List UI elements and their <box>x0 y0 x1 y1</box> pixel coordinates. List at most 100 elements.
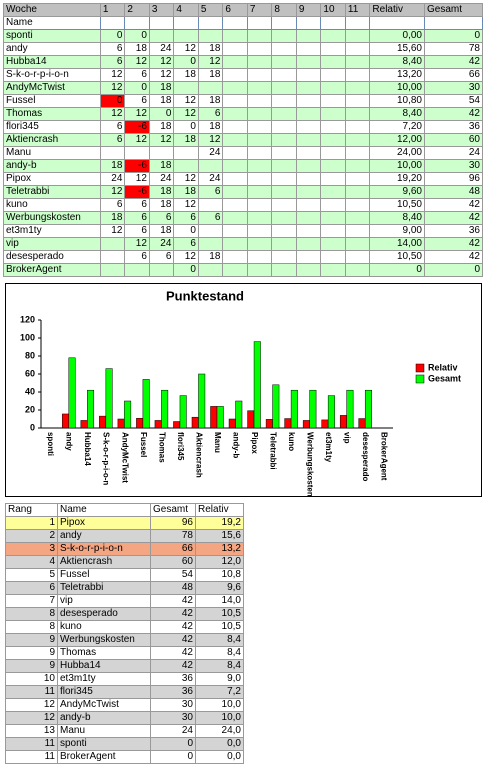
x-tick-label: Werbungskosten <box>306 432 315 497</box>
relativ: 10,80 <box>369 94 425 108</box>
player-row: Fussel 0 6 18 12 18 10,80 54 <box>3 94 484 108</box>
week-score: 6 <box>124 211 150 225</box>
week-score <box>320 159 346 173</box>
gesamt: 42 <box>150 607 196 621</box>
empty-cell <box>148 16 175 30</box>
week-score: 12 <box>99 185 126 199</box>
week-score <box>295 172 322 186</box>
column-header: Rang <box>5 503 58 517</box>
week-score <box>344 29 371 43</box>
week-score <box>246 94 273 108</box>
name: Aktiencrash <box>57 555 151 569</box>
name: andy-b <box>57 711 151 725</box>
week-score: 12 <box>99 81 126 95</box>
name: Thomas <box>57 646 151 660</box>
week-score <box>246 81 273 95</box>
week-score: 0 <box>124 29 150 43</box>
column-header: 7 <box>246 3 273 17</box>
week-score: 6 <box>197 185 224 199</box>
week-score <box>222 42 248 56</box>
week-score <box>197 224 224 238</box>
week-score: 6 <box>148 211 175 225</box>
week-score <box>173 81 199 95</box>
relativ: 8,40 <box>369 55 425 69</box>
week-score <box>320 263 346 277</box>
week-score <box>295 250 322 264</box>
empty-cell <box>423 16 484 30</box>
week-score <box>271 198 297 212</box>
column-header: 8 <box>271 3 297 17</box>
x-tick-label: Thomas <box>157 432 166 463</box>
week-score <box>271 159 297 173</box>
week-score <box>344 146 371 160</box>
week-score <box>124 263 150 277</box>
relativ: 8,4 <box>195 633 244 647</box>
week-score <box>295 224 322 238</box>
column-header: 1 <box>99 3 126 17</box>
week-score: 0 <box>99 29 126 43</box>
week-score: 18 <box>148 120 175 134</box>
rank: 7 <box>5 594 58 608</box>
week-score: 0 <box>173 55 199 69</box>
gesamt: 30 <box>150 698 196 712</box>
x-tick-label: AndyMcTwist <box>120 432 129 483</box>
week-score <box>320 250 346 264</box>
rank: 1 <box>5 516 58 530</box>
player-name: sponti <box>3 29 101 43</box>
gesamt: 96 <box>150 516 196 530</box>
relativ: 8,40 <box>369 211 425 225</box>
week-score: 12 <box>173 94 199 108</box>
player-name: Aktiencrash <box>3 133 101 147</box>
rank: 6 <box>5 581 58 595</box>
bar <box>327 395 335 429</box>
legend-swatch <box>415 374 425 384</box>
gesamt: 0 <box>150 737 196 751</box>
week-score: -6 <box>124 185 150 199</box>
week-score <box>246 107 273 121</box>
name: kuno <box>57 620 151 634</box>
week-score <box>344 81 371 95</box>
player-name: andy-b <box>3 159 101 173</box>
y-tick-label: 60 <box>25 368 35 378</box>
player-row: Pipox 24 12 24 12 24 19,20 96 <box>3 172 484 186</box>
x-tick-label: Aktiencrash <box>194 432 203 478</box>
week-score: 6 <box>197 107 224 121</box>
week-score: 12 <box>197 55 224 69</box>
week-score <box>320 211 346 225</box>
column-header: Gesamt <box>423 3 484 17</box>
week-score <box>271 94 297 108</box>
week-score: 6 <box>99 133 126 147</box>
week-score <box>320 133 346 147</box>
week-score: 24 <box>148 172 175 186</box>
gesamt: 36 <box>150 672 196 686</box>
week-score <box>344 68 371 82</box>
gesamt: 24 <box>423 146 484 160</box>
week-score: 24 <box>197 146 224 160</box>
empty-cell <box>197 16 224 30</box>
gesamt: 42 <box>150 646 196 660</box>
week-score <box>271 133 297 147</box>
weekly-table: Woche 1 2 3 4 5 6 7 8 9 10 11 Relativ Gesamt Name spont… <box>3 3 484 277</box>
rank-row: 6 Teletrabbi 48 9,6 <box>5 581 244 595</box>
week-score <box>222 263 248 277</box>
player-name: andy <box>3 42 101 56</box>
player-name: Thomas <box>3 107 101 121</box>
player-name: Pipox <box>3 172 101 186</box>
gesamt: 42 <box>423 250 484 264</box>
player-row: kuno 6 6 18 12 10,50 42 <box>3 198 484 212</box>
rank-row: 13 Manu 24 24,0 <box>5 724 244 738</box>
week-score <box>344 237 371 251</box>
relativ: 0 <box>369 263 425 277</box>
rank-row: 9 Werbungskosten 42 8,4 <box>5 633 244 647</box>
relativ: 10,0 <box>195 711 244 725</box>
relativ: 9,60 <box>369 185 425 199</box>
relativ: 12,0 <box>195 555 244 569</box>
week-score <box>99 146 126 160</box>
week-score <box>222 94 248 108</box>
gesamt: 30 <box>423 81 484 95</box>
week-score <box>344 211 371 225</box>
relativ: 10,8 <box>195 568 244 582</box>
week-score: 12 <box>124 133 150 147</box>
x-tick-label: kuno <box>287 432 296 451</box>
rank-row: 10 et3m1ty 36 9,0 <box>5 672 244 686</box>
